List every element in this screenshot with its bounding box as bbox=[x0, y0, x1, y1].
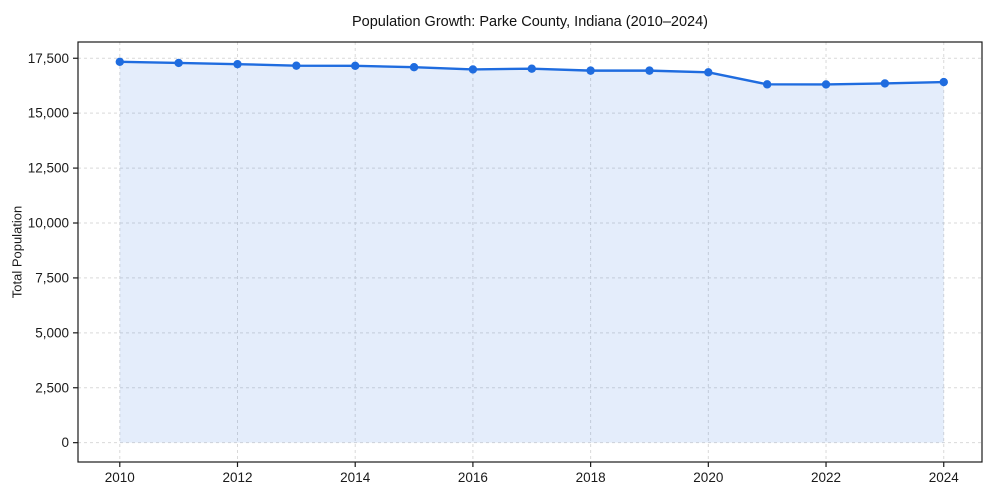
area-fill bbox=[119, 61, 944, 443]
x-tick-label: 2012 bbox=[222, 470, 252, 485]
y-tick-label: 17,500 bbox=[28, 51, 69, 66]
y-tick-label: 7,500 bbox=[35, 270, 69, 285]
y-tick-label: 15,000 bbox=[28, 106, 69, 121]
x-tick-label: 2010 bbox=[105, 470, 135, 485]
data-point-marker bbox=[233, 59, 242, 69]
y-tick-label: 2,500 bbox=[35, 380, 69, 395]
x-tick-label: 2014 bbox=[340, 470, 371, 485]
x-tick-label: 2024 bbox=[929, 470, 960, 485]
data-point-marker bbox=[409, 62, 419, 72]
chart-title: Population Growth: Parke County, Indiana… bbox=[351, 14, 708, 30]
data-point-marker bbox=[939, 77, 948, 87]
y-tick-label: 0 bbox=[61, 435, 69, 450]
data-point-marker bbox=[468, 65, 478, 74]
data-point-marker bbox=[292, 61, 301, 70]
data-point-marker bbox=[704, 68, 713, 77]
data-point-marker bbox=[174, 58, 183, 68]
data-point-marker bbox=[762, 80, 772, 89]
x-tick-label: 2018 bbox=[576, 470, 606, 485]
x-tick-label: 2016 bbox=[458, 470, 488, 485]
data-point-marker bbox=[115, 57, 124, 66]
data-point-marker bbox=[527, 64, 536, 73]
x-tick-label: 2022 bbox=[811, 470, 841, 485]
data-point-marker bbox=[821, 80, 831, 89]
data-point-marker bbox=[880, 79, 890, 88]
data-point-marker bbox=[351, 61, 360, 70]
y-tick-label: 5,000 bbox=[35, 325, 69, 340]
y-tick-label: 12,500 bbox=[28, 161, 69, 176]
data-point-marker bbox=[586, 66, 595, 75]
data-point-marker bbox=[645, 66, 654, 75]
x-tick-label: 2020 bbox=[693, 470, 723, 485]
y-tick-label: 10,000 bbox=[28, 216, 69, 231]
axes-frame bbox=[77, 41, 983, 463]
